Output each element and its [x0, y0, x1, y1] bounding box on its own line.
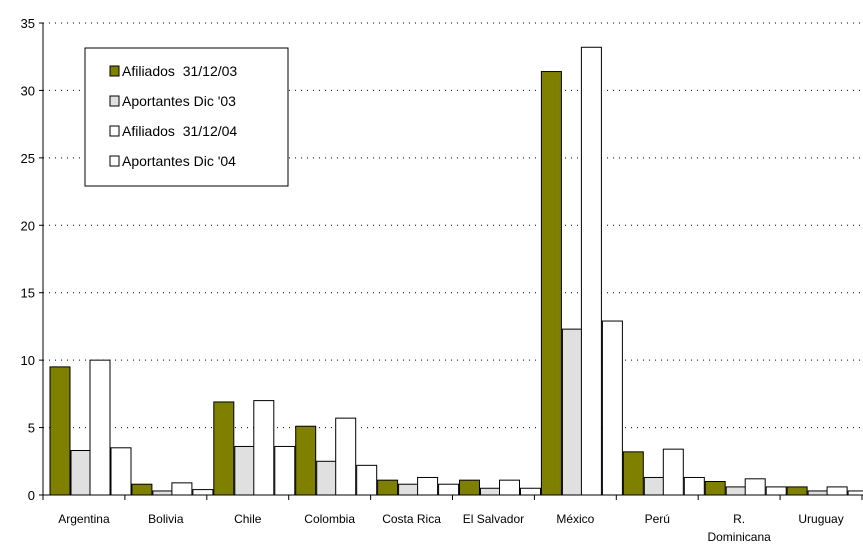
- bar: [520, 487, 541, 496]
- legend-swatch: [109, 125, 120, 137]
- bar: [561, 328, 583, 496]
- x-category-label: México: [556, 512, 594, 526]
- bar: [253, 400, 275, 496]
- y-tick-label: 5: [28, 421, 35, 436]
- axes: [39, 22, 863, 500]
- bar: [356, 464, 378, 496]
- bar: [274, 445, 296, 496]
- bar: [744, 478, 766, 496]
- y-tick-label: 30: [21, 83, 35, 98]
- y-tick-labels: 0 5 10 15 20 25 30 35: [21, 16, 35, 503]
- bar: [807, 490, 829, 496]
- bar: [295, 425, 317, 496]
- bar: [438, 483, 460, 496]
- legend-swatch: [109, 155, 120, 167]
- bar: [417, 476, 439, 496]
- x-category-label: Colombia: [304, 512, 355, 526]
- y-tick-label: 10: [21, 353, 35, 368]
- bar: [49, 366, 71, 496]
- bar: [70, 449, 92, 496]
- bar: [499, 479, 520, 496]
- x-category-label: Uruguay: [798, 512, 843, 526]
- bar: [704, 481, 726, 496]
- bar: [540, 71, 562, 496]
- bar: [234, 445, 256, 496]
- bar: [131, 483, 153, 496]
- bar: [601, 320, 623, 496]
- bar: [480, 487, 501, 496]
- y-tick-label: 15: [21, 286, 35, 301]
- bar: [110, 447, 132, 496]
- x-category-label: Bolivia: [148, 512, 184, 526]
- bar: [786, 486, 808, 496]
- bar: [316, 460, 338, 496]
- x-category-label: Perú: [645, 512, 670, 526]
- legend-swatch: [109, 95, 120, 107]
- legend-swatch: [109, 65, 120, 77]
- y-tick-label: 35: [21, 16, 35, 31]
- bar: [826, 486, 848, 496]
- y-tick-label: 20: [21, 218, 35, 233]
- legend-label: Aportantes Dic '04: [122, 153, 236, 169]
- bar: [192, 489, 214, 496]
- bars: [49, 46, 863, 496]
- bar: [398, 483, 420, 496]
- bar: [765, 486, 787, 496]
- legend-label: Afiliados 31/12/04: [122, 123, 237, 139]
- bar: [580, 46, 602, 496]
- bar: [622, 451, 644, 496]
- y-tick-label: 25: [21, 151, 35, 166]
- x-category-label: Costa Rica: [382, 512, 441, 526]
- y-tick-label: 0: [28, 488, 35, 503]
- bar: [683, 476, 705, 496]
- bar: [725, 486, 747, 496]
- bar: [213, 401, 235, 496]
- legend-label: Afiliados 31/12/03: [122, 63, 237, 79]
- legend: Afiliados 31/12/03 Aportantes Dic '03 Afil…: [84, 47, 289, 187]
- bar: [335, 417, 357, 496]
- bar: [643, 476, 665, 496]
- bar: [89, 359, 111, 496]
- legend-label: Aportantes Dic '03: [122, 93, 236, 109]
- x-category-label: Chile: [234, 512, 262, 526]
- x-category-label: Argentina: [58, 512, 110, 526]
- x-category-label: El Salvador: [463, 512, 524, 526]
- x-category-labels: Argentina Bolivia Chile Colombia Costa Rica E…: [58, 512, 843, 544]
- bar: [171, 482, 193, 496]
- x-category-label: R. Dominicana: [707, 512, 771, 544]
- bar: [847, 490, 863, 496]
- bar: [459, 479, 480, 496]
- bar: [377, 479, 399, 496]
- bar: [152, 490, 174, 496]
- bar: [662, 448, 684, 496]
